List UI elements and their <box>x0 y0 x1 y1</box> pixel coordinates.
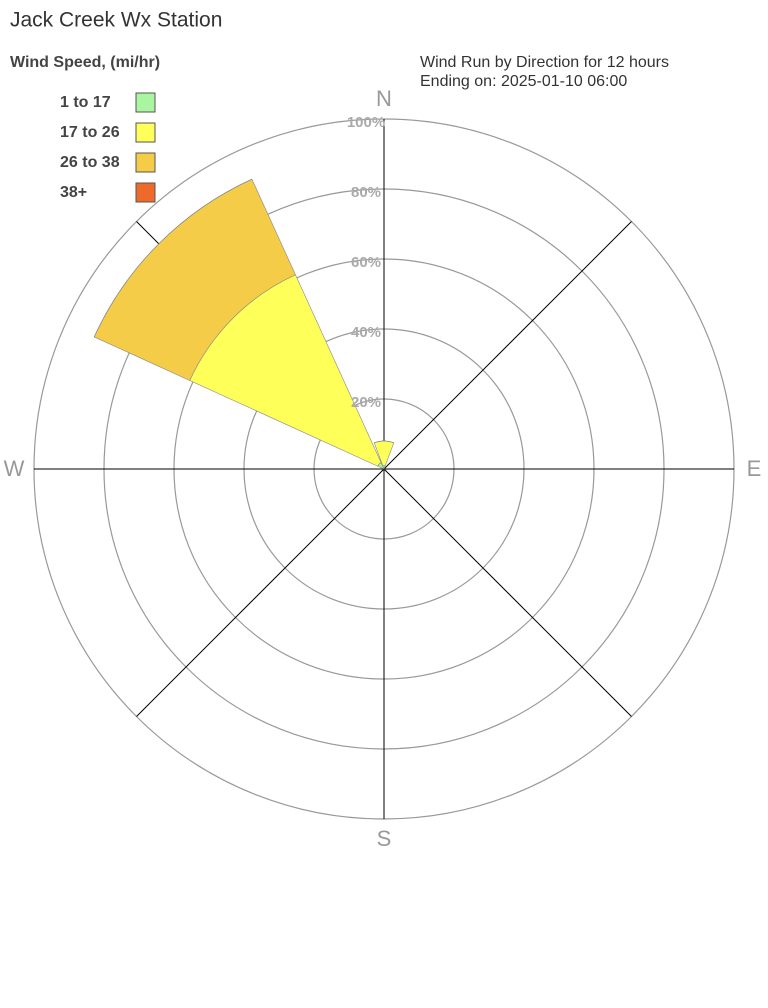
chart-title: Jack Creek Wx Station <box>10 9 222 32</box>
legend-swatch <box>135 122 156 143</box>
spoke <box>383 221 632 470</box>
spoke <box>383 468 632 717</box>
r-tick-label: 20% <box>351 394 381 411</box>
compass-label: W <box>4 456 25 481</box>
legend-label: 1 to 17 <box>60 94 111 111</box>
subtitle: Wind Run by Direction for 12 hours <box>420 54 669 71</box>
r-tick-label: 40% <box>351 324 381 341</box>
legend-label: 26 to 38 <box>60 154 120 171</box>
compass-label: N <box>376 86 392 111</box>
spoke <box>136 468 385 717</box>
r-tick-label: 100% <box>347 114 385 131</box>
compass-label: S <box>377 826 392 851</box>
subtitle: Ending on: 2025-01-10 06:00 <box>420 73 627 90</box>
compass-label: E <box>747 456 762 481</box>
legend-label: 38+ <box>60 184 87 201</box>
wedge-segment <box>93 178 253 338</box>
legend-swatch <box>135 182 156 203</box>
legend-label: 17 to 26 <box>60 124 120 141</box>
r-tick-label: 60% <box>351 254 381 271</box>
legend-swatch <box>135 152 156 173</box>
legend-title: Wind Speed, (mi/hr) <box>10 54 160 71</box>
legend-swatch <box>135 92 156 113</box>
r-tick-label: 80% <box>351 184 381 201</box>
